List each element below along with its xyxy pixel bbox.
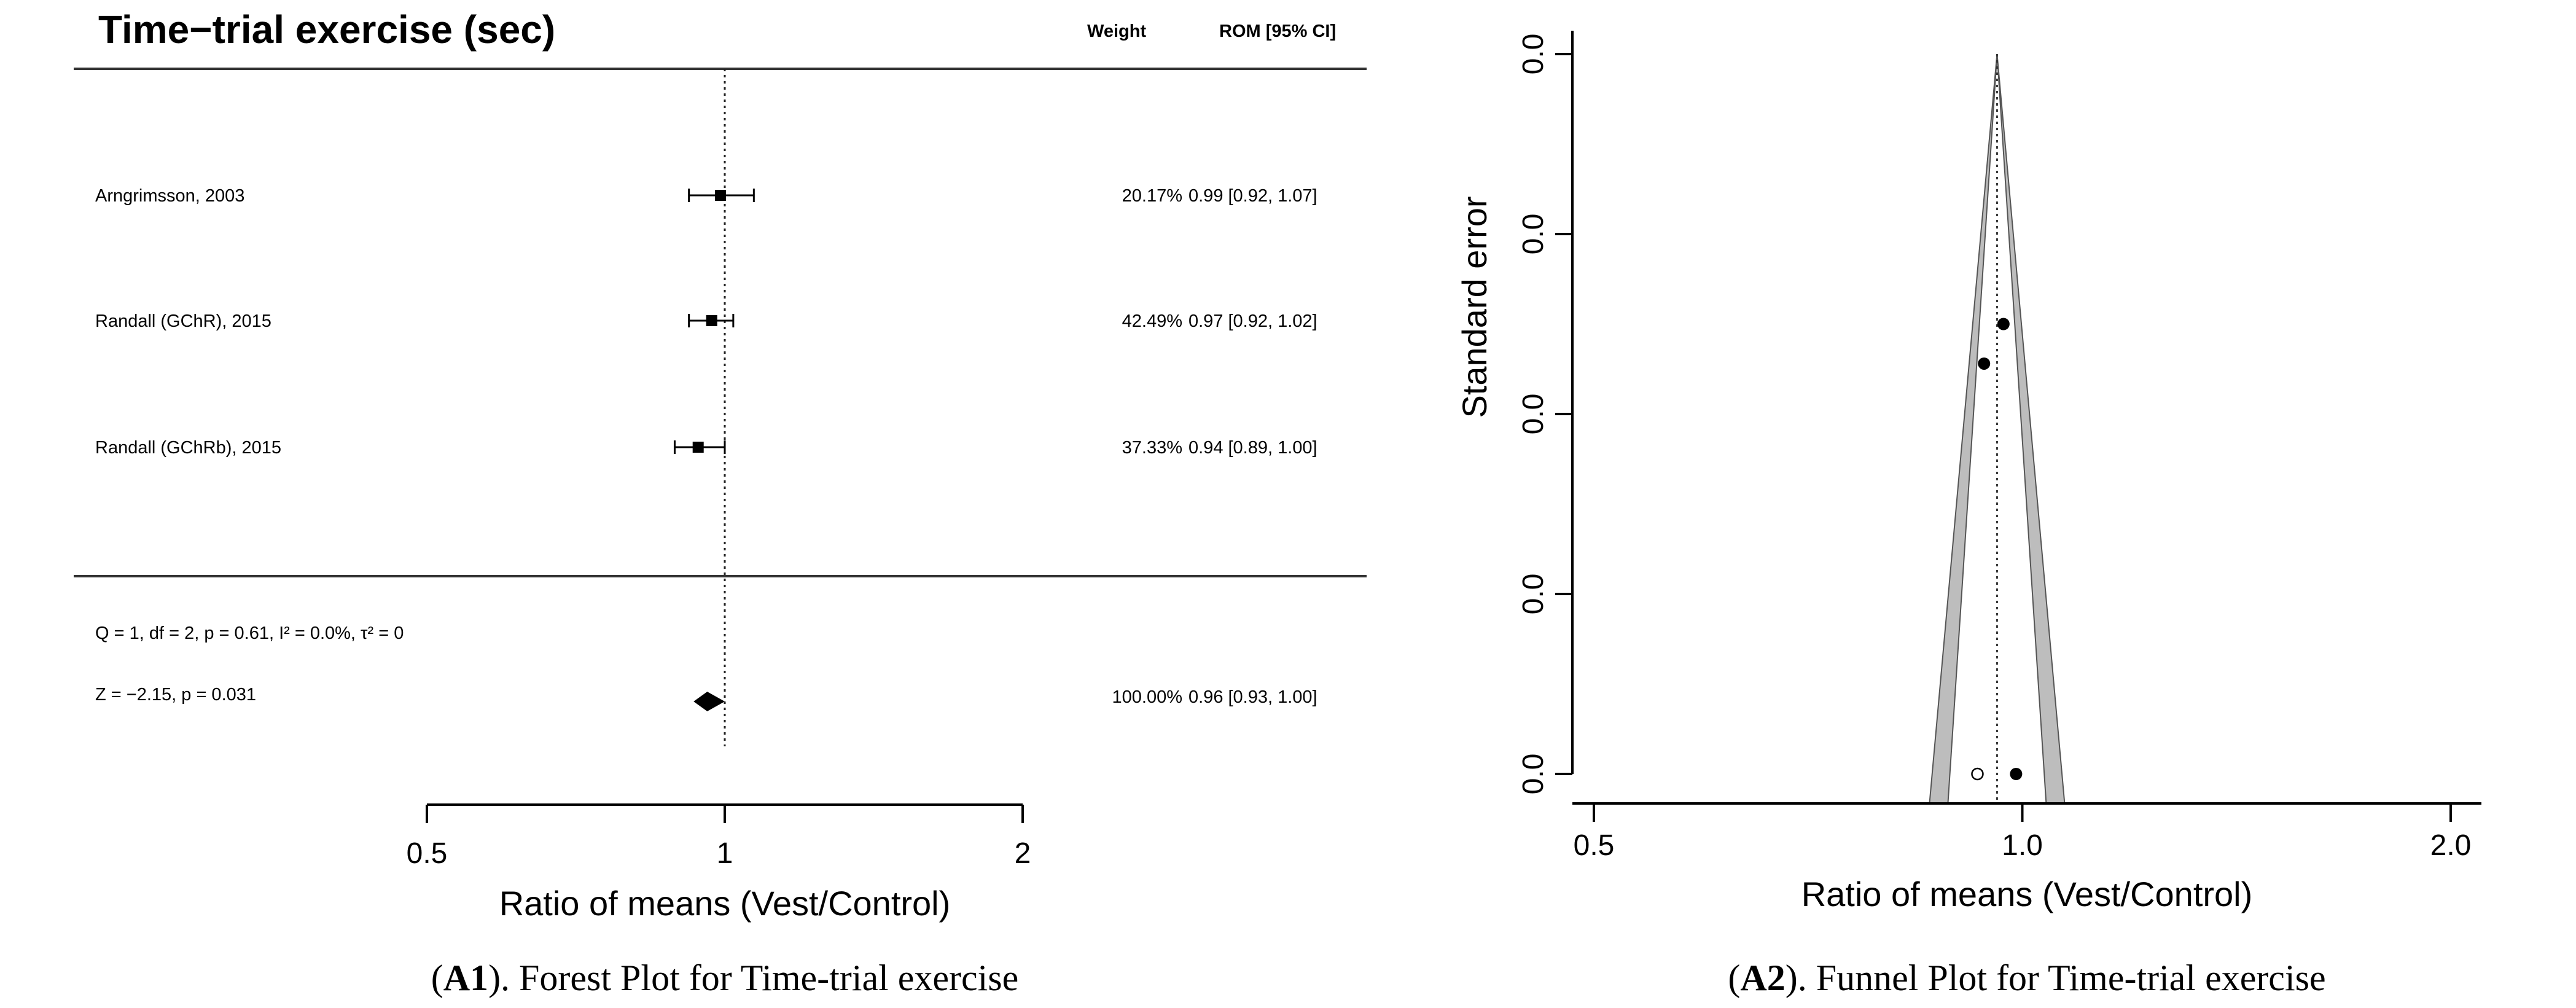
funnel-y-tick-label: 0.0: [1517, 214, 1550, 255]
study-rom-ci: 0.94 [0.89, 1.00]: [1188, 438, 1317, 458]
weight-column-header: Weight: [1087, 21, 1146, 41]
study-label: Randall (GChR), 2015: [95, 311, 271, 331]
funnel-caption: (A2). Funnel Plot for Time-trial exercis…: [1728, 958, 2325, 998]
funnel-y-tick-label: 0.0: [1517, 394, 1550, 435]
pooled-rom-ci: 0.96 [0.93, 1.00]: [1188, 687, 1317, 707]
forest-studies: Arngrimsson, 2003 20.17% 0.99 [0.92, 1.07]…: [95, 186, 1317, 458]
rom-column-header: ROM [95% CI]: [1219, 21, 1336, 41]
funnel-study-point: [1997, 318, 2010, 330]
forest-caption: (A1). Forest Plot for Time-trial exercis…: [431, 958, 1019, 998]
funnel-x-axis: 0.5 1.0 2.0: [1572, 802, 2481, 862]
study-label: Randall (GChRb), 2015: [95, 438, 281, 458]
forest-title: Time−trial exercise (sec): [98, 7, 555, 52]
study-point-estimate: [692, 442, 704, 453]
pooled-effect-diamond: [693, 692, 725, 711]
study-point-estimate: [706, 315, 717, 326]
study-weight: 20.17%: [1122, 186, 1182, 206]
funnel-x-tick-label: 2.0: [2430, 829, 2472, 862]
funnel-y-tick-label: 0.0: [1517, 574, 1550, 615]
study-label: Arngrimsson, 2003: [95, 186, 244, 206]
funnel-study-point: [2010, 768, 2023, 780]
study-weight: 42.49%: [1122, 311, 1182, 331]
forest-x-tick-label: 1: [717, 837, 733, 870]
funnel-caption-label: A2: [1740, 958, 1785, 998]
study-row: Randall (GChR), 2015 42.49% 0.97 [0.92, 1.…: [95, 311, 1317, 331]
forest-caption-text: ). Forest Plot for Time-trial exercise: [488, 958, 1018, 998]
study-weight: 37.33%: [1122, 438, 1182, 458]
forest-x-axis-label: Ratio of means (Vest/Control): [499, 884, 951, 923]
study-rom-ci: 0.99 [0.92, 1.07]: [1188, 186, 1317, 206]
forest-x-axis: 0.5 1 2: [407, 803, 1031, 870]
funnel-x-tick-label: 0.5: [1574, 829, 1615, 862]
forest-caption-label: A1: [443, 958, 488, 998]
funnel-points: [1971, 318, 2023, 781]
forest-plot: Time−trial exercise (sec) Weight ROM [95…: [74, 7, 1367, 998]
funnel-y-tick-label: 0.0: [1517, 34, 1550, 75]
forest-x-tick-label: 2: [1015, 837, 1031, 870]
funnel-y-tick-label: 0.0: [1517, 754, 1550, 795]
z-test-stats: Z = −2.15, p = 0.031: [95, 685, 256, 705]
study-row: Arngrimsson, 2003 20.17% 0.99 [0.92, 1.07]: [95, 186, 1317, 206]
forest-x-tick-label: 0.5: [407, 837, 448, 870]
pooled-weight: 100.00%: [1112, 687, 1183, 707]
funnel-y-axis-label: Standard error: [1455, 196, 1494, 418]
funnel-y-axis: 0.0 0.0 0.0 0.0 0.0: [1517, 31, 1574, 795]
funnel-x-axis-label: Ratio of means (Vest/Control): [1801, 875, 2253, 913]
funnel-caption-text: ). Funnel Plot for Time-trial exercise: [1786, 958, 2326, 998]
funnel-study-point: [1978, 357, 1991, 370]
funnel-imputed-point: [1971, 767, 1984, 781]
funnel-x-tick-label: 1.0: [2002, 829, 2043, 862]
study-point-estimate: [714, 190, 726, 201]
heterogeneity-stats: Q = 1, df = 2, p = 0.61, I² = 0.0%, τ² =…: [95, 623, 404, 643]
funnel-plot: Standard error 0.0 0.0 0.0 0.0 0.0 0.5 1.0 2.0…: [1455, 31, 2481, 998]
funnel-inner-region: [1950, 72, 2044, 803]
study-rom-ci: 0.97 [0.92, 1.02]: [1188, 311, 1317, 331]
study-row: Randall (GChRb), 2015 37.33% 0.94 [0.89, 1…: [95, 438, 1317, 458]
